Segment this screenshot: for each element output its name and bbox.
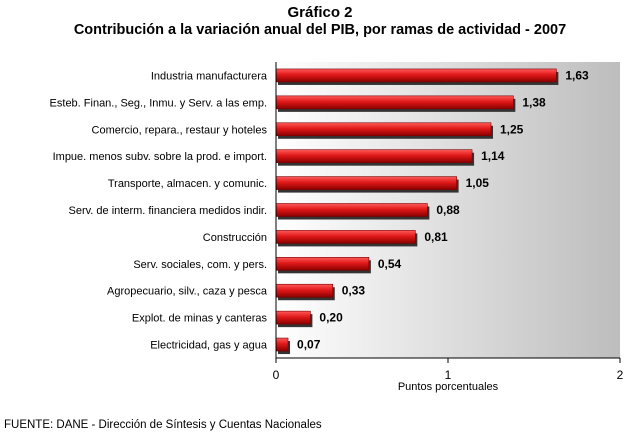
x-tick-label: 0 [273, 368, 280, 382]
value-label: 0,07 [297, 338, 321, 352]
value-label: 1,05 [466, 176, 490, 190]
category-label: Construcción [203, 232, 267, 244]
value-label: 0,33 [342, 284, 366, 298]
value-label: 1,38 [522, 95, 546, 109]
value-label: 0,54 [378, 257, 402, 271]
category-label: Agropecuario, silv., caza y pesca [107, 286, 268, 298]
chart-subtitle: Contribución a la variación anual del PI… [73, 22, 567, 38]
bar [275, 122, 492, 137]
category-label: Impue. menos subv. sobre la prod. e impo… [53, 151, 267, 163]
category-label: Comercio, repara., restaur y hoteles [92, 124, 268, 136]
x-tick-label: 1 [445, 368, 452, 382]
value-label: 0,81 [424, 230, 448, 244]
value-label: 0,20 [319, 311, 343, 325]
value-label: 1,14 [481, 149, 505, 163]
category-label: Explot. de minas y canteras [132, 313, 268, 325]
bar [275, 203, 428, 217]
x-tick-label: 2 [617, 368, 624, 382]
bar [275, 149, 473, 163]
value-label: 1,63 [565, 68, 589, 82]
ticks-layer: 0 1 2 [273, 358, 624, 382]
x-axis-title: Puntos porcentuales [398, 381, 499, 393]
category-label: Transporte, almacen. y comunic. [108, 178, 267, 190]
bar [275, 176, 457, 190]
chart-title: Gráfico 2 [287, 4, 353, 21]
bar [275, 230, 416, 244]
bar [275, 283, 334, 298]
bar [275, 68, 557, 83]
category-label: Industria manufacturera [151, 70, 268, 82]
value-label: 1,25 [500, 122, 524, 136]
bar [275, 310, 311, 325]
source-note: FUENTE: DANE - Dirección de Síntesis y C… [4, 419, 322, 431]
bars-layer: Industria manufacturera 1,63 Esteb. Finan.… [50, 68, 589, 355]
category-label: Esteb. Finan., Seg., Inmu. y Serv. a las… [50, 97, 267, 109]
value-label: 0,88 [436, 203, 460, 217]
category-label: Electricidad, gas y agua [150, 340, 268, 352]
category-label: Serv. de interm. financiera medidos indi… [69, 205, 268, 217]
bar [275, 337, 289, 352]
bar [275, 257, 370, 271]
bar [275, 95, 514, 110]
category-label: Serv. sociales, com. y pers. [133, 259, 267, 271]
